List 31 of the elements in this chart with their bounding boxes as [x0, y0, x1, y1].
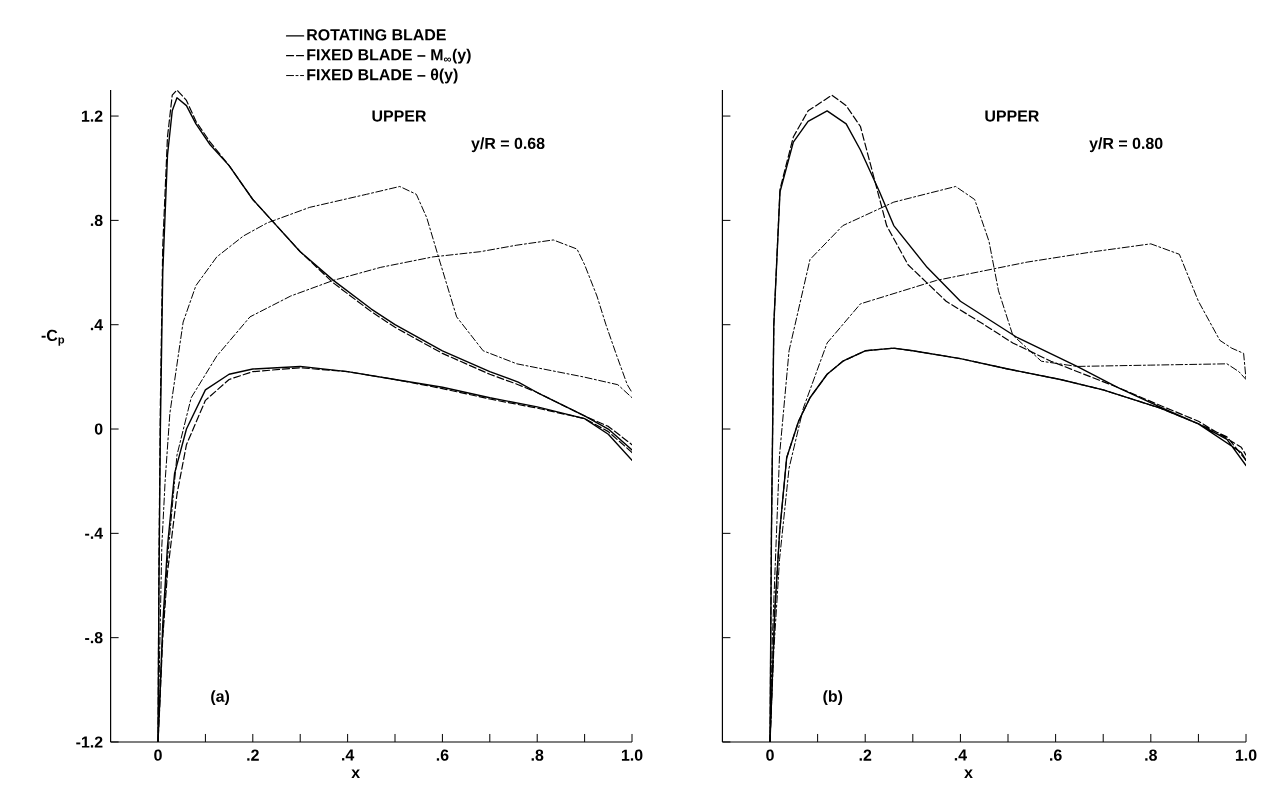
annotation: UPPER — [985, 110, 1040, 122]
legend-label: FIXED BLADE – θ(y) — [307, 68, 458, 84]
x-tick-label: 0 — [154, 749, 162, 761]
x-tick-label: .6 — [436, 749, 449, 761]
x-axis-title: x — [351, 769, 360, 778]
y-tick-label: -1.2 — [76, 736, 103, 748]
annotation: y/R = 0.68 — [471, 137, 545, 153]
x-axis-title: x — [964, 769, 973, 778]
annotation: y/R = 0.80 — [1089, 137, 1163, 153]
legend-label: ROTATING BLADE — [307, 29, 446, 41]
x-tick-label: 0 — [766, 749, 774, 761]
x-tick-label: .8 — [531, 749, 544, 761]
y-axis-title: -C$_{p}$ — [41, 329, 65, 346]
legend-label: FIXED BLADE – M$_{∞}$(y) — [307, 48, 471, 64]
y-tick-label: .8 — [90, 214, 103, 227]
x-tick-label: .8 — [1145, 749, 1157, 761]
annotation: UPPER — [372, 110, 427, 122]
x-tick-label: .6 — [1050, 749, 1062, 761]
annotation: (a) — [211, 690, 230, 706]
y-tick-label: -.8 — [85, 632, 103, 644]
x-tick-label: .2 — [247, 749, 259, 761]
y-tick-label: -.4 — [85, 527, 104, 539]
y-tick-label: 0 — [94, 423, 103, 435]
y-tick-label: .4 — [90, 319, 104, 331]
x-tick-label: 1.0 — [1235, 749, 1257, 761]
x-tick-label: .2 — [859, 749, 872, 761]
x-tick-label: 1.0 — [621, 749, 643, 761]
annotation: (b) — [823, 690, 843, 706]
y-tick-label: 1.2 — [81, 110, 103, 122]
x-tick-label: .4 — [342, 749, 355, 761]
x-tick-label: .4 — [954, 749, 967, 761]
